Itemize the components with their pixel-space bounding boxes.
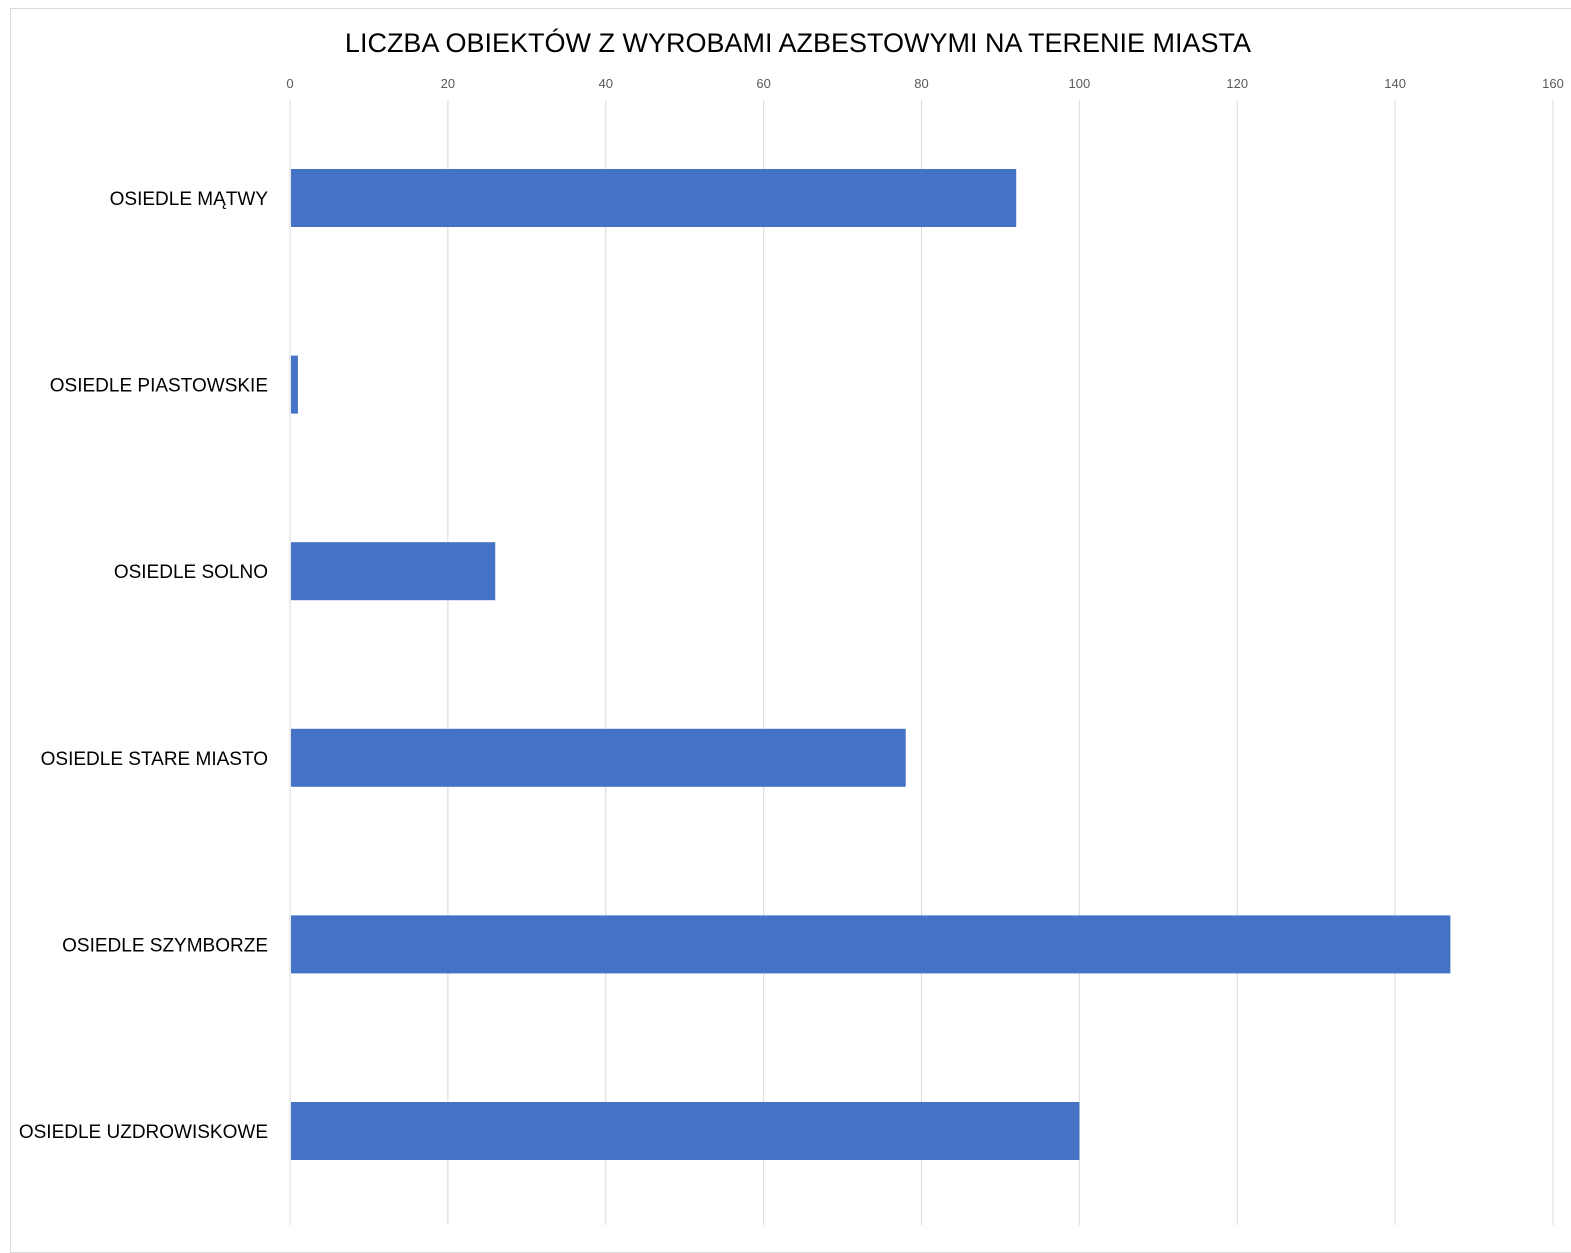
bar [291, 542, 495, 600]
bar [291, 169, 1016, 227]
bars [291, 169, 1450, 1160]
category-label: OSIEDLE SZYMBORZE [62, 935, 268, 956]
x-tick-label: 60 [756, 76, 770, 91]
x-tick-label: 20 [441, 76, 455, 91]
category-label: OSIEDLE PIASTOWSKIE [50, 376, 268, 397]
x-tick-label: 0 [286, 76, 293, 91]
bar [291, 915, 1450, 973]
x-axis-ticks: 0 20 40 60 80 100 120 140 160 [286, 76, 1563, 91]
chart-title: LICZBA OBIEKTÓW Z WYROBAMI AZBESTOWYMI N… [345, 27, 1251, 58]
x-tick-label: 160 [1542, 76, 1564, 91]
x-tick-label: 40 [599, 76, 613, 91]
x-tick-label: 80 [914, 76, 928, 91]
bar [291, 1102, 1079, 1160]
category-label: OSIEDLE UZDROWISKOWE [19, 1122, 268, 1143]
category-labels: OSIEDLE MĄTWY OSIEDLE PIASTOWSKIE OSIEDLE … [19, 189, 268, 1143]
x-tick-label: 120 [1226, 76, 1248, 91]
bar [291, 729, 906, 787]
x-tick-label: 100 [1069, 76, 1091, 91]
category-label: OSIEDLE SOLNO [114, 562, 268, 583]
bar [291, 356, 298, 414]
gridlines [290, 100, 1553, 1225]
category-label: OSIEDLE MĄTWY [110, 189, 269, 210]
x-tick-label: 140 [1384, 76, 1406, 91]
category-label: OSIEDLE STARE MIASTO [41, 749, 268, 770]
